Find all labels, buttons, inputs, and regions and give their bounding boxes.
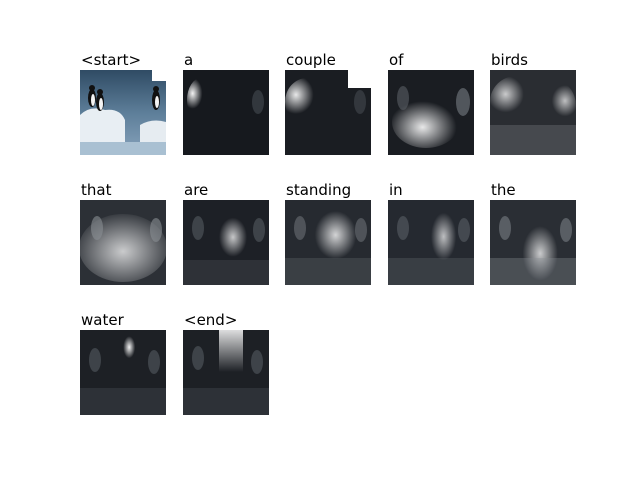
attention-cell-couple: couple bbox=[285, 50, 371, 155]
attention-cell-a: a bbox=[183, 50, 269, 155]
attention-cell-of: of bbox=[388, 50, 474, 155]
attention-cell-water: water bbox=[80, 310, 166, 415]
token-label: standing bbox=[285, 180, 358, 200]
token-label: that bbox=[80, 180, 118, 200]
attention-cell-standing: standing bbox=[285, 180, 371, 285]
attention-map bbox=[80, 330, 166, 415]
attention-map bbox=[285, 200, 371, 285]
attention-cell-birds: birds bbox=[490, 50, 576, 155]
token-label: <start> bbox=[80, 50, 148, 70]
attention-cell-the: the bbox=[490, 180, 576, 285]
attention-map bbox=[183, 200, 269, 285]
token-label: <end> bbox=[183, 310, 244, 330]
attention-map bbox=[388, 70, 474, 155]
token-label: water bbox=[80, 310, 130, 330]
token-label: of bbox=[388, 50, 410, 70]
source-image bbox=[80, 70, 166, 155]
attention-cell-are: are bbox=[183, 180, 269, 285]
attention-cell-that: that bbox=[80, 180, 166, 285]
attention-cell-start: <start> bbox=[80, 50, 166, 155]
token-label: couple bbox=[285, 50, 342, 70]
attention-map bbox=[183, 330, 269, 415]
token-label: birds bbox=[490, 50, 534, 70]
attention-map bbox=[490, 200, 576, 285]
token-label: the bbox=[490, 180, 522, 200]
attention-map bbox=[80, 200, 166, 285]
token-label: are bbox=[183, 180, 215, 200]
token-label: a bbox=[183, 50, 200, 70]
attention-cell-end: <end> bbox=[183, 310, 269, 415]
attention-map bbox=[490, 70, 576, 155]
attention-map bbox=[183, 70, 269, 155]
token-label: in bbox=[388, 180, 409, 200]
attention-map bbox=[285, 70, 371, 155]
attention-map bbox=[388, 200, 474, 285]
attention-cell-in: in bbox=[388, 180, 474, 285]
